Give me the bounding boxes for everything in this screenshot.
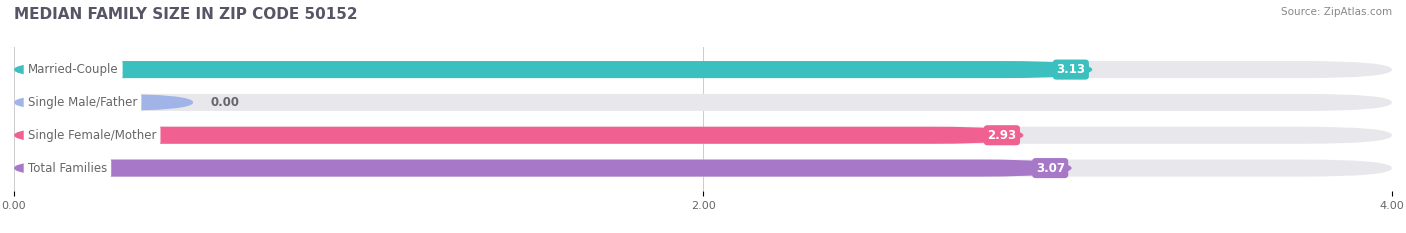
Text: 2.93: 2.93 (987, 129, 1017, 142)
FancyBboxPatch shape (14, 94, 193, 111)
Text: MEDIAN FAMILY SIZE IN ZIP CODE 50152: MEDIAN FAMILY SIZE IN ZIP CODE 50152 (14, 7, 357, 22)
Text: Married-Couple: Married-Couple (28, 63, 118, 76)
FancyBboxPatch shape (14, 127, 1392, 144)
Text: Single Male/Father: Single Male/Father (28, 96, 138, 109)
FancyBboxPatch shape (14, 94, 1392, 111)
FancyBboxPatch shape (14, 61, 1392, 78)
FancyBboxPatch shape (14, 160, 1071, 177)
Text: Total Families: Total Families (28, 161, 107, 175)
FancyBboxPatch shape (14, 127, 1024, 144)
FancyBboxPatch shape (14, 61, 1092, 78)
Text: Source: ZipAtlas.com: Source: ZipAtlas.com (1281, 7, 1392, 17)
Text: Single Female/Mother: Single Female/Mother (28, 129, 156, 142)
Text: 0.00: 0.00 (211, 96, 239, 109)
Text: 3.07: 3.07 (1036, 161, 1064, 175)
FancyBboxPatch shape (14, 160, 1392, 177)
Text: 3.13: 3.13 (1056, 63, 1085, 76)
